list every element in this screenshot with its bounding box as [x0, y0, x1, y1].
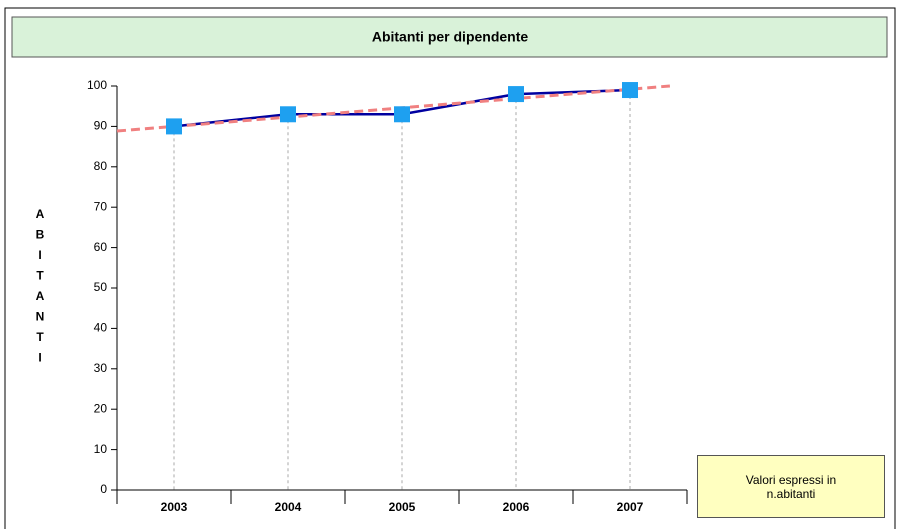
- frame: [4, 7, 896, 529]
- x-tick-label: 2007: [617, 500, 644, 514]
- y-tick-label: 40: [94, 321, 108, 335]
- y-tick-label: 70: [94, 199, 108, 213]
- y-tick-label: 90: [94, 119, 108, 133]
- x-tick-label: 2004: [275, 500, 302, 514]
- y-tick-label: 50: [94, 280, 108, 294]
- chart-title: Abitanti per dipendente: [372, 29, 529, 45]
- trend-line: [116, 84, 671, 133]
- title-box: [11, 16, 888, 58]
- point: [508, 86, 524, 103]
- point: [166, 118, 182, 135]
- y-tick-label: 0: [100, 482, 107, 496]
- note: Valori espressi in n.abitanti: [697, 455, 885, 518]
- y-tick-label: 80: [94, 159, 108, 173]
- y-tick-label: 100: [87, 78, 107, 92]
- y-tick-label: 60: [94, 240, 108, 254]
- point: [280, 106, 296, 123]
- point: [394, 106, 410, 123]
- x-tick-label: 2003: [161, 500, 188, 514]
- x-tick-label: 2006: [503, 500, 530, 514]
- point: [622, 82, 638, 99]
- x-tick-label: 2005: [389, 500, 416, 514]
- y-tick-label: 10: [94, 442, 108, 456]
- y-tick-label: 20: [94, 401, 108, 415]
- y-tick-label: 30: [94, 361, 108, 375]
